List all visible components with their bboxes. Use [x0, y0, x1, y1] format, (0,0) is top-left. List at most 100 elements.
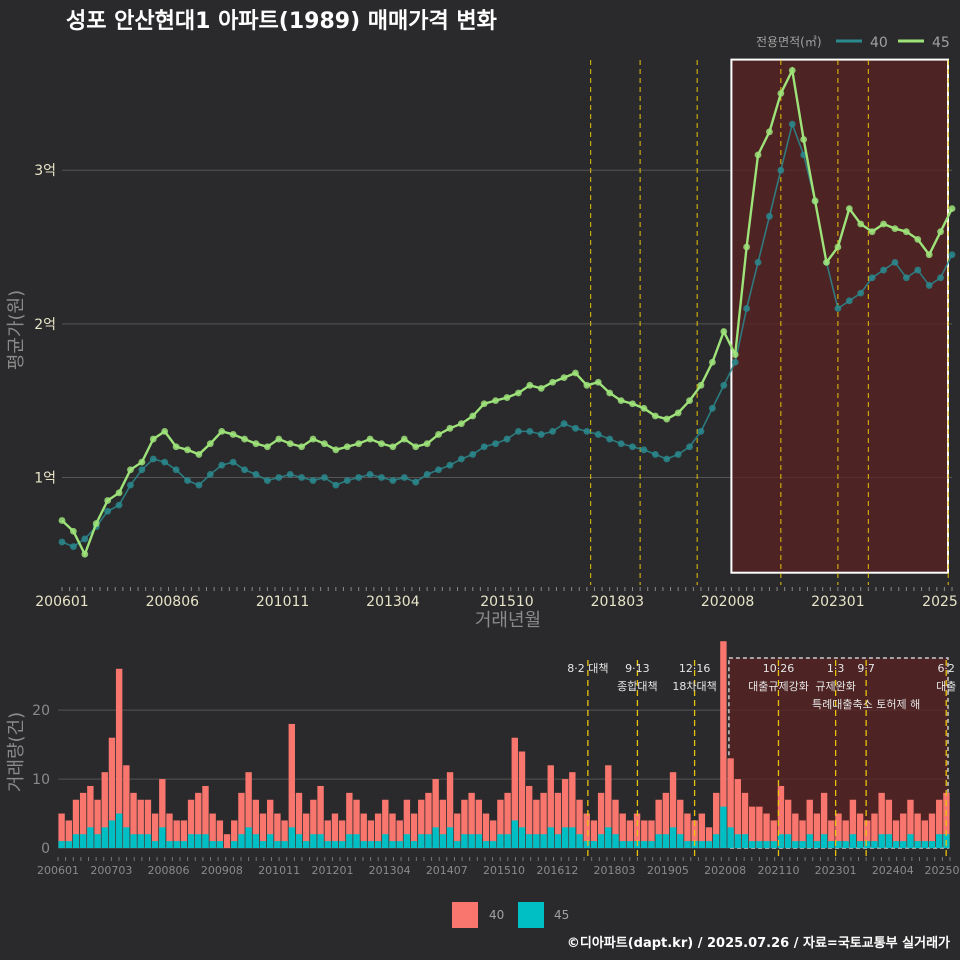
volume-bar-40-62 [504, 792, 511, 848]
price-point-45-73 [891, 225, 899, 232]
policy-name-5: 특례대출축소 토허제 해 [812, 697, 920, 711]
price-point-45-60 [743, 243, 751, 251]
volume-bar-40-122 [936, 799, 943, 848]
price-point-40-71 [868, 274, 876, 282]
volume-bar-40-116 [892, 820, 900, 848]
price-point-40-19 [275, 474, 283, 481]
volume-bar-40-6 [101, 772, 108, 848]
price-point-45-52 [651, 412, 659, 420]
volume-bar-40-109 [842, 820, 849, 848]
price-point-40-47 [594, 431, 602, 438]
price-point-40-59 [731, 358, 739, 366]
volume-bar-40-84 [662, 792, 670, 848]
volume-bar-40-13 [151, 813, 159, 848]
price-point-45-75 [914, 235, 922, 243]
volume-bar-45-92 [720, 806, 727, 848]
price-highlight-region [730, 58, 950, 574]
volume-x-tick-0: 200601 [37, 864, 79, 877]
volume-bar-40-37 [324, 820, 331, 848]
price-point-45-47 [594, 378, 602, 386]
volume-bar-45-17 [180, 841, 188, 848]
volume-bar-40-51 [425, 792, 432, 848]
price-point-45-69 [845, 205, 853, 213]
price-point-40-26 [355, 474, 363, 481]
volume-bar-45-83 [655, 834, 662, 848]
policy-date-0: 8·2 대책 [567, 662, 608, 675]
volume-bar-45-24 [231, 841, 238, 848]
volume-bar-40-97 [756, 806, 763, 848]
volume-bar-45-19 [195, 834, 202, 848]
price-point-45-7 [138, 458, 146, 466]
price-point-45-0 [58, 517, 66, 524]
price-point-40-39 [503, 435, 511, 443]
volume-bar-45-41 [353, 834, 360, 848]
price-point-40-77 [937, 274, 944, 282]
price-point-40-28 [378, 474, 385, 481]
volume-bar-45-63 [511, 820, 518, 848]
volume-bar-45-11 [137, 834, 144, 848]
volume-bar-40-85 [669, 772, 677, 848]
volume-bar-45-54 [446, 827, 454, 848]
price-point-40-24 [332, 481, 340, 489]
volume-bar-40-76 [605, 765, 612, 848]
volume-bar-40-67 [540, 792, 547, 848]
volume-bar-45-12 [144, 834, 152, 848]
price-point-40-68 [834, 305, 842, 312]
policy-name-3: 대출규제강화 [748, 680, 809, 693]
volume-bar-40-50 [418, 799, 425, 848]
volume-bar-45-9 [123, 827, 130, 848]
volume-bar-40-66 [533, 799, 540, 848]
volume-bar-40-95 [741, 792, 749, 848]
volume-bar-40-91 [713, 792, 720, 848]
volume-bar-45-40 [346, 834, 353, 848]
volume-bar-40-119 [914, 813, 921, 848]
price-point-45-59 [731, 351, 739, 358]
volume-bar-40-110 [849, 799, 857, 848]
price-point-45-4 [104, 497, 112, 504]
price-point-40-4 [104, 507, 112, 515]
volume-bar-45-66 [533, 834, 540, 848]
volume-bar-45-72 [576, 834, 583, 848]
volume-bar-40-113 [871, 813, 878, 848]
policy-date-4: 1·3 [827, 662, 845, 675]
volume-bar-45-43 [367, 841, 375, 848]
volume-bar-45-30 [274, 841, 281, 848]
price-point-40-21 [298, 474, 306, 481]
volume-bar-40-69 [554, 792, 562, 848]
volume-bar-40-120 [921, 820, 929, 848]
price-point-40-69 [845, 297, 853, 305]
volume-bar-40-3 [79, 792, 87, 848]
price-point-45-15 [229, 431, 237, 438]
volume-bar-45-57 [468, 834, 475, 848]
volume-bar-40-55 [454, 813, 461, 848]
volume-bar-40-61 [497, 799, 504, 848]
volume-policy-lines [587, 660, 947, 858]
price-x-tick-0: 200601 [35, 594, 88, 610]
price-point-40-18 [263, 477, 271, 484]
volume-bar-45-87 [684, 841, 691, 848]
volume-bar-45-18 [187, 834, 195, 848]
price-x-tick-3: 201304 [366, 594, 420, 610]
volume-bar-40-105 [813, 813, 821, 848]
volume-bar-40-1 [65, 820, 72, 848]
volume-bar-45-112 [864, 841, 871, 848]
volume-bar-40-35 [310, 799, 317, 848]
volume-y-ticks: 0 10 20 [32, 703, 50, 857]
price-point-40-56 [697, 427, 705, 435]
volume-bar-45-121 [928, 841, 936, 848]
price-point-45-44 [560, 374, 568, 382]
volume-bar-40-29 [267, 799, 274, 848]
volume-y-axis-label: 거래량(건) [6, 712, 27, 792]
volume-bar-40-44 [374, 813, 382, 848]
volume-bar-45-51 [425, 834, 432, 848]
volume-bar-45-50 [418, 834, 425, 848]
price-point-45-28 [378, 440, 385, 448]
price-point-40-25 [343, 477, 351, 484]
volume-bar-40-33 [295, 792, 303, 848]
volume-x-tick-13: 202110 [757, 864, 799, 877]
price-point-40-35 [457, 455, 465, 463]
volume-bar-45-67 [540, 834, 547, 848]
policy-date-5: 9·7 [857, 662, 875, 675]
volume-bar-40-78 [619, 813, 626, 848]
volume-bar-45-111 [856, 841, 864, 848]
